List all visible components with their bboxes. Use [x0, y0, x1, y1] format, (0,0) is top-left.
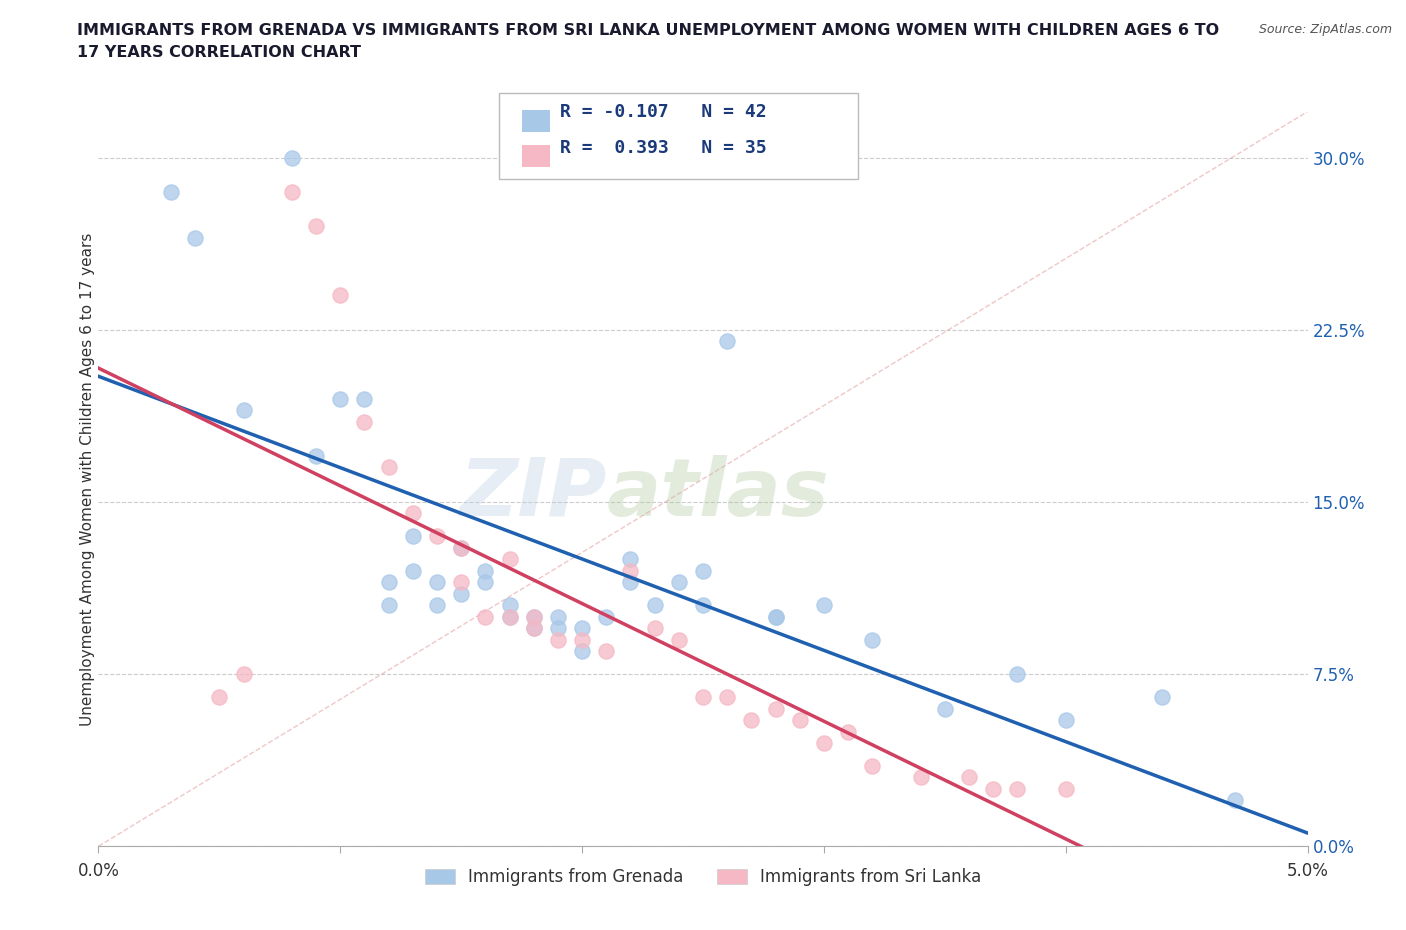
Point	[668, 632, 690, 647]
Point	[837, 724, 859, 739]
Point	[377, 460, 399, 475]
Text: 0.0%: 0.0%	[77, 862, 120, 881]
Point	[232, 403, 254, 418]
Point	[813, 736, 835, 751]
Point	[402, 564, 425, 578]
Point	[329, 288, 352, 303]
Point	[740, 712, 762, 727]
Legend: Immigrants from Grenada, Immigrants from Sri Lanka: Immigrants from Grenada, Immigrants from…	[418, 862, 988, 893]
Point	[1152, 690, 1174, 705]
Point	[765, 701, 787, 716]
Point	[498, 551, 520, 566]
Point	[547, 620, 569, 635]
Point	[281, 184, 304, 199]
Point	[765, 609, 787, 624]
Point	[523, 609, 546, 624]
Point	[716, 334, 738, 349]
Y-axis label: Unemployment Among Women with Children Ages 6 to 17 years: Unemployment Among Women with Children A…	[80, 232, 94, 725]
Point	[619, 575, 641, 590]
Point	[305, 219, 328, 233]
Point	[377, 575, 399, 590]
Point	[474, 564, 496, 578]
Point	[329, 392, 352, 406]
Point	[1007, 781, 1029, 796]
Point	[910, 770, 932, 785]
Point	[1054, 781, 1077, 796]
Point	[860, 632, 883, 647]
Point	[402, 529, 425, 544]
Point	[281, 150, 304, 165]
Point	[353, 414, 375, 429]
Text: R =  0.393   N = 35: R = 0.393 N = 35	[560, 139, 766, 156]
Point	[498, 609, 520, 624]
Point	[184, 231, 207, 246]
Point	[474, 609, 496, 624]
Point	[860, 759, 883, 774]
Point	[692, 598, 714, 613]
Text: 5.0%: 5.0%	[1286, 862, 1329, 881]
Point	[934, 701, 956, 716]
Point	[450, 540, 472, 555]
Point	[692, 564, 714, 578]
Point	[523, 620, 546, 635]
Point	[789, 712, 811, 727]
Point	[474, 575, 496, 590]
Text: IMMIGRANTS FROM GRENADA VS IMMIGRANTS FROM SRI LANKA UNEMPLOYMENT AMONG WOMEN WI: IMMIGRANTS FROM GRENADA VS IMMIGRANTS FR…	[77, 23, 1219, 38]
Point	[813, 598, 835, 613]
Point	[644, 620, 666, 635]
Text: ZIP: ZIP	[458, 455, 606, 533]
Text: Source: ZipAtlas.com: Source: ZipAtlas.com	[1258, 23, 1392, 36]
Point	[1223, 793, 1246, 808]
Point	[353, 392, 375, 406]
Point	[498, 609, 520, 624]
Point	[981, 781, 1004, 796]
Point	[426, 598, 449, 613]
Point	[619, 564, 641, 578]
Point	[450, 540, 472, 555]
Point	[426, 575, 449, 590]
Point	[547, 609, 569, 624]
Point	[450, 575, 472, 590]
Point	[644, 598, 666, 613]
Point	[498, 598, 520, 613]
Point	[426, 529, 449, 544]
Point	[1054, 712, 1077, 727]
Point	[377, 598, 399, 613]
Point	[547, 632, 569, 647]
Point	[571, 632, 593, 647]
Point	[619, 551, 641, 566]
Text: 17 YEARS CORRELATION CHART: 17 YEARS CORRELATION CHART	[77, 45, 361, 60]
Point	[716, 690, 738, 705]
Point	[523, 620, 546, 635]
Point	[523, 609, 546, 624]
Text: atlas: atlas	[606, 455, 830, 533]
Point	[668, 575, 690, 590]
Text: R = -0.107   N = 42: R = -0.107 N = 42	[560, 103, 766, 121]
Point	[1007, 667, 1029, 682]
Point	[692, 690, 714, 705]
Point	[595, 644, 617, 658]
Point	[232, 667, 254, 682]
Point	[765, 609, 787, 624]
Point	[571, 644, 593, 658]
Point	[450, 586, 472, 601]
Point	[571, 620, 593, 635]
Point	[402, 506, 425, 521]
Point	[208, 690, 231, 705]
Point	[160, 184, 183, 199]
Point	[957, 770, 980, 785]
Point	[305, 448, 328, 463]
Point	[595, 609, 617, 624]
